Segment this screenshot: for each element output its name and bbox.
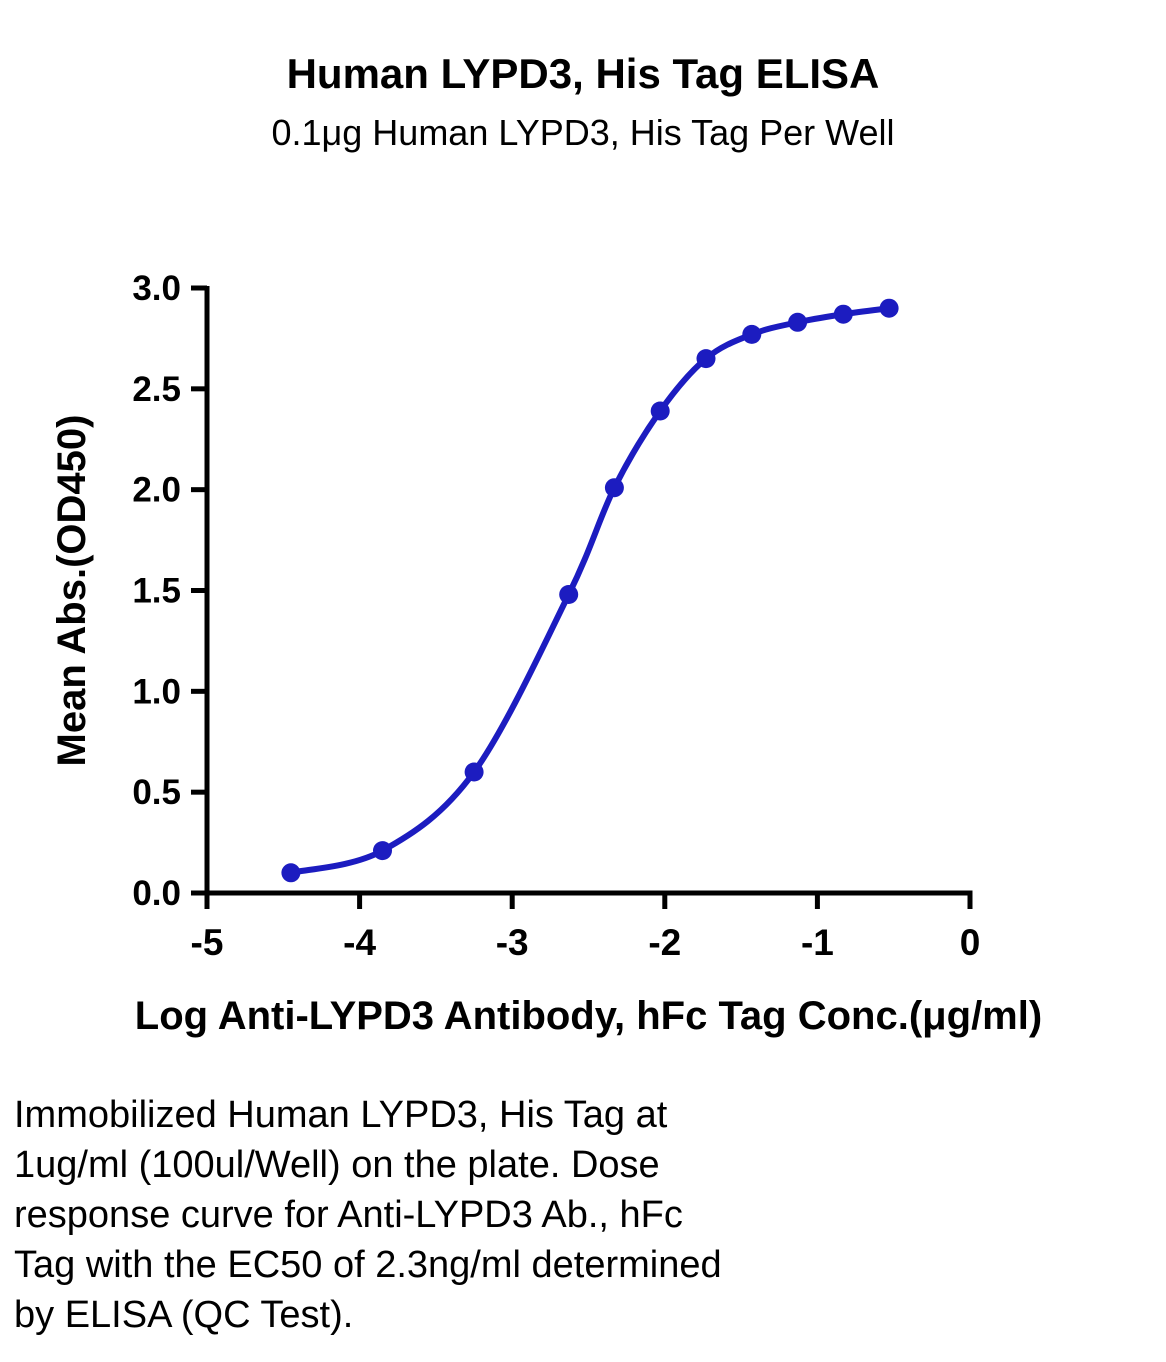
y-axis-label: Mean Abs.(OD450): [50, 414, 94, 766]
figure-caption: Immobilized Human LYPD3, His Tag at 1ug/m…: [14, 1090, 1146, 1340]
data-point: [604, 477, 624, 497]
dose-response-curve: [287, 304, 893, 876]
data-point: [742, 324, 762, 344]
x-tick-label: -4: [343, 922, 376, 963]
data-point: [879, 298, 899, 318]
caption-line: Immobilized Human LYPD3, His Tag at: [14, 1093, 668, 1136]
x-tick-label: 0: [960, 922, 981, 963]
caption-line: response curve for Anti-LYPD3 Ab., hFc: [14, 1193, 683, 1236]
data-point: [696, 348, 716, 368]
data-point: [788, 312, 808, 332]
caption-line: 1ug/ml (100ul/Well) on the plate. Dose: [14, 1143, 660, 1186]
chart-header: Human LYPD3, His Tag ELISA 0.1μg Human L…: [0, 0, 1166, 154]
y-tick-label: 3.0: [132, 269, 181, 308]
y-tick-label: 1.0: [132, 672, 181, 711]
y-tick-label: 0.0: [132, 874, 181, 913]
chart-title: Human LYPD3, His Tag ELISA: [286, 50, 880, 97]
x-tick-label: -3: [496, 922, 529, 963]
data-point: [833, 304, 853, 324]
data-point: [281, 862, 301, 882]
x-tick-label: -5: [191, 922, 224, 963]
chart-subtitle: 0.1μg Human LYPD3, His Tag Per Well: [271, 112, 895, 154]
y-tick-label: 2.5: [132, 370, 181, 409]
x-axis-label: Log Anti-LYPD3 Antibody, hFc Tag Conc.(μ…: [135, 994, 1042, 1038]
x-tick-label: -2: [648, 922, 681, 963]
data-point: [650, 401, 670, 421]
y-tick-label: 0.5: [132, 773, 181, 812]
dose-response-chart: 0.0 0.5 1.0 1.5 2.0 2.5 3.0 -5 -4 -3 -2 -1 0 Log Anti…: [50, 269, 1042, 1038]
caption-line: by ELISA (QC Test).: [14, 1293, 354, 1336]
data-point: [559, 584, 579, 604]
y-tick-label: 2.0: [132, 470, 181, 509]
caption-line: Tag with the EC50 of 2.3ng/ml determined: [14, 1243, 722, 1286]
y-tick-label: 1.5: [132, 571, 181, 610]
x-tick-label: -1: [801, 922, 834, 963]
data-point: [373, 840, 392, 860]
data-point: [464, 762, 484, 782]
